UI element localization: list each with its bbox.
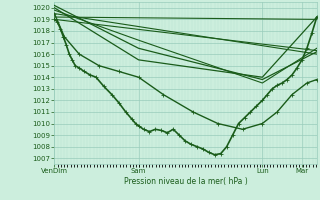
X-axis label: Pression niveau de la mer( hPa ): Pression niveau de la mer( hPa ) — [124, 177, 247, 186]
